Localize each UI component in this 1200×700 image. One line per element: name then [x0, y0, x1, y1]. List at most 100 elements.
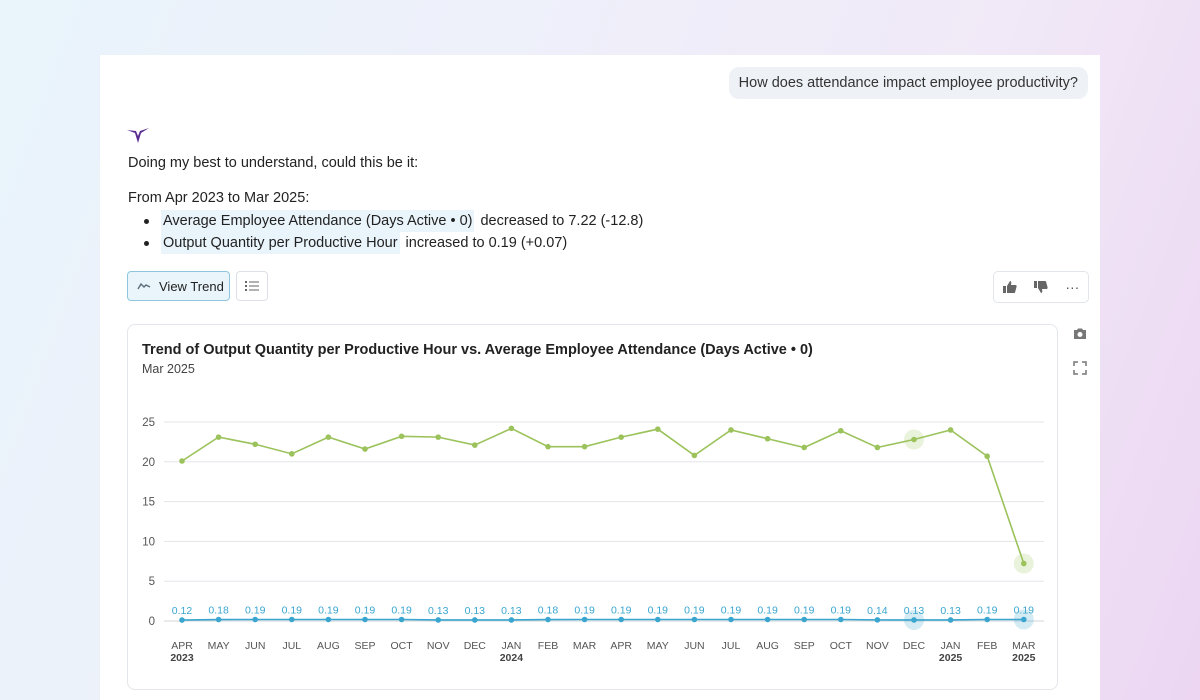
attendance-data-point	[691, 452, 698, 459]
insight-item: Average Employee Attendance (Days Active…	[144, 210, 643, 232]
y-tick-label: 25	[142, 417, 155, 429]
output-data-point	[472, 617, 478, 623]
output-data-point	[252, 616, 258, 623]
thumbs-up-button[interactable]	[994, 272, 1025, 302]
attendance-data-point	[655, 426, 661, 432]
output-data-point	[289, 616, 295, 623]
trend-icon	[137, 282, 151, 290]
insight-text: increased to 0.19 (+0.07)	[405, 235, 568, 251]
output-data-point	[435, 617, 442, 623]
expand-icon[interactable]	[1072, 360, 1088, 376]
data-label: 0.12	[172, 605, 193, 617]
attendance-data-point	[252, 441, 258, 448]
x-tick-label: DEC	[903, 640, 926, 652]
x-tick-label: FEB	[538, 640, 558, 652]
metric-link[interactable]: Output Quantity per Productive Hour	[161, 232, 400, 254]
x-tick-label: SEP	[354, 640, 375, 652]
x-year-label: 2025	[939, 652, 963, 664]
x-tick-label: JUL	[282, 640, 301, 652]
attendance-data-point	[728, 427, 734, 433]
data-label: 0.13	[428, 605, 449, 617]
x-tick-label: MAR	[573, 640, 597, 652]
output-data-point	[838, 616, 844, 623]
x-tick-label: SEP	[794, 640, 815, 652]
attendance-data-point	[1021, 560, 1027, 567]
bullet-icon	[144, 218, 149, 224]
data-label: 0.19	[757, 604, 778, 616]
data-label: 0.18	[208, 605, 229, 617]
data-label: 0.19	[977, 604, 998, 616]
data-label: 0.19	[648, 604, 669, 616]
list-icon	[245, 281, 259, 291]
attendance-data-point	[398, 433, 405, 440]
output-data-point	[728, 616, 734, 623]
output-data-point	[801, 616, 807, 623]
more-icon: ···	[1065, 279, 1080, 295]
data-label: 0.19	[794, 604, 815, 616]
output-series-line	[181, 618, 1024, 621]
insight-item: Output Quantity per Productive Hour incr…	[144, 232, 643, 254]
attendance-data-point	[325, 434, 332, 440]
x-tick-label: NOV	[427, 640, 450, 652]
metric-link[interactable]: Average Employee Attendance (Days Active…	[161, 210, 475, 232]
y-tick-label: 5	[149, 576, 155, 588]
data-label: 0.19	[318, 604, 339, 616]
attendance-data-point	[911, 436, 917, 443]
attendance-data-point	[984, 453, 990, 460]
x-year-label: 2023	[170, 652, 194, 664]
x-year-label: 2024	[500, 652, 524, 664]
output-data-point	[618, 616, 624, 623]
data-label: 0.19	[721, 604, 742, 616]
data-label: 0.14	[867, 605, 888, 617]
camera-icon[interactable]	[1072, 326, 1088, 342]
output-data-point	[179, 617, 185, 623]
output-data-point	[947, 617, 954, 623]
output-data-point	[984, 616, 990, 623]
output-data-point	[1021, 616, 1027, 623]
attendance-data-point	[764, 435, 771, 442]
x-year-label: 2025	[1012, 652, 1036, 664]
output-data-point	[655, 616, 661, 623]
thumbs-down-button[interactable]	[1025, 272, 1056, 302]
attendance-data-point	[545, 443, 551, 450]
x-tick-label: AUG	[756, 640, 779, 652]
x-tick-label: MAY	[208, 640, 230, 652]
more-options-button[interactable]: ···	[1057, 272, 1088, 302]
output-data-point	[581, 616, 588, 623]
x-tick-label: JAN	[501, 640, 521, 652]
x-tick-label: FEB	[977, 640, 997, 652]
data-label: 0.13	[465, 605, 486, 617]
output-data-point	[362, 616, 368, 623]
x-tick-label: NOV	[866, 640, 889, 652]
x-tick-label: JAN	[941, 640, 961, 652]
attendance-series-line	[181, 427, 1025, 564]
output-data-point	[911, 617, 917, 623]
output-data-point	[398, 616, 405, 623]
attendance-data-point	[508, 425, 515, 432]
data-label: 0.19	[391, 604, 412, 616]
insight-text: decreased to 7.22 (-12.8)	[480, 213, 644, 229]
data-label: 0.19	[611, 604, 632, 616]
insight-period: From Apr 2023 to Mar 2025:	[128, 190, 310, 206]
chart-title: Trend of Output Quantity per Productive …	[142, 342, 813, 358]
x-tick-label: JUN	[245, 640, 265, 652]
y-tick-label: 20	[142, 457, 155, 469]
output-data-point	[325, 616, 332, 623]
data-label: 0.19	[684, 604, 705, 616]
x-tick-label: JUN	[684, 640, 704, 652]
output-data-point	[874, 617, 881, 623]
y-tick-label: 0	[149, 616, 155, 628]
insight-list: Average Employee Attendance (Days Active…	[144, 210, 643, 254]
x-tick-label: JUL	[722, 640, 741, 652]
view-trend-button[interactable]: View Trend	[127, 271, 230, 301]
chart-subtitle: Mar 2025	[142, 362, 195, 376]
x-tick-label: MAR	[1012, 640, 1036, 652]
data-label: 0.13	[501, 605, 522, 617]
assistant-logo-icon	[127, 128, 149, 143]
list-view-button[interactable]	[236, 271, 268, 301]
output-data-point	[508, 617, 515, 623]
x-tick-label: APR	[610, 640, 632, 652]
assistant-intro: Doing my best to understand, could this …	[128, 155, 419, 171]
data-label: 0.19	[1014, 604, 1035, 616]
